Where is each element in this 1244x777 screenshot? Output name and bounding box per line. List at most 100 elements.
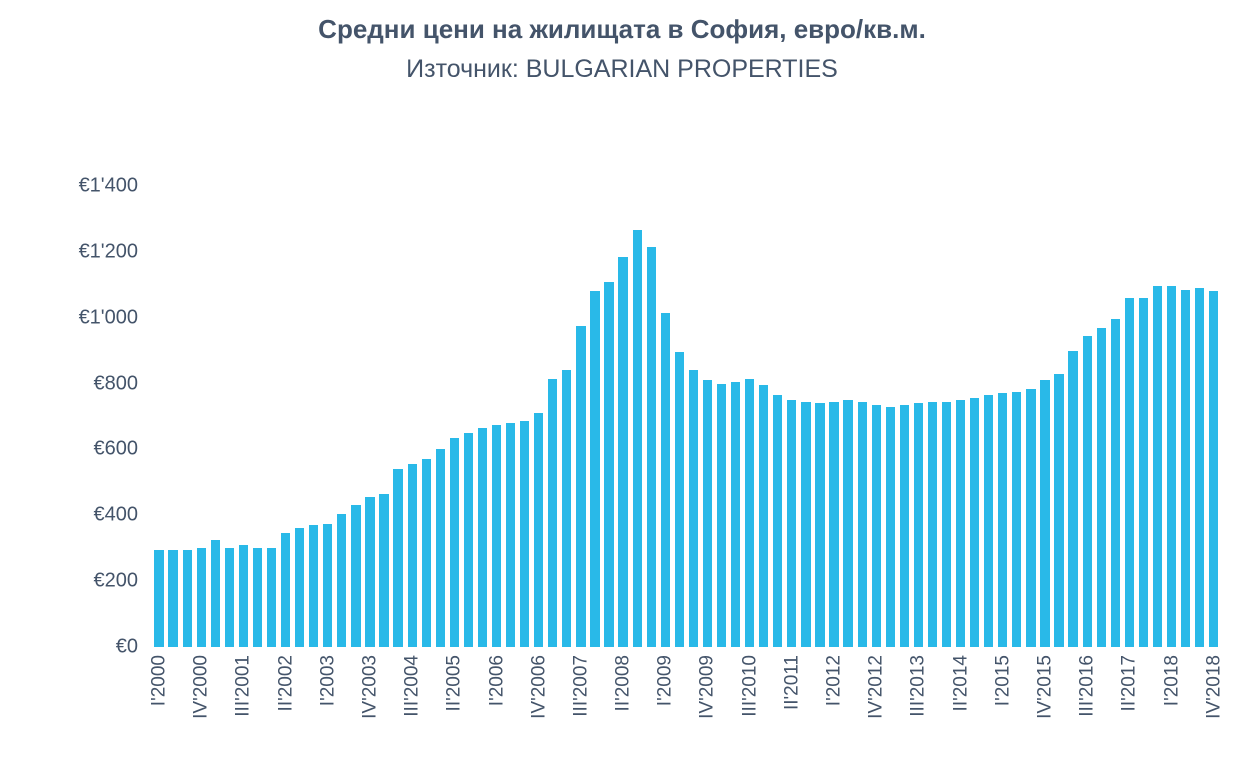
bar-slot (644, 186, 658, 647)
y-tick-label: €1'200 (78, 240, 138, 263)
x-slot (419, 655, 433, 760)
x-slot: III'2007 (570, 655, 591, 760)
y-axis: €0 €200 €400 €600 €800 €1'000 €1'200 €1'400 (40, 175, 152, 658)
bar (1054, 373, 1064, 647)
bar-slot (419, 186, 433, 647)
bar (1082, 335, 1092, 647)
bar-slot (841, 186, 855, 647)
x-slot: III'2013 (908, 655, 929, 760)
x-slot: III'2001 (233, 655, 254, 760)
y-tick-label: €400 (93, 503, 139, 526)
bar-slot (546, 186, 560, 647)
bar (477, 428, 488, 647)
x-slot: IV'2006 (528, 655, 549, 760)
bar-slot (433, 186, 447, 647)
bar-slot (602, 186, 616, 647)
bar-slot (658, 186, 672, 647)
bar (801, 401, 811, 647)
bar-slot (757, 186, 771, 647)
bar-slot (1207, 186, 1221, 647)
bar (182, 549, 192, 647)
x-slot: II'2002 (275, 655, 296, 760)
x-slot: I'2003 (317, 655, 338, 760)
x-slot: I'2012 (824, 655, 845, 760)
bar-slot (925, 186, 939, 647)
bar-slot (588, 186, 602, 647)
bar (773, 395, 783, 647)
x-slot (1010, 655, 1024, 760)
bar (1068, 350, 1078, 647)
x-slot (208, 655, 222, 760)
x-slot (546, 655, 560, 760)
x-slot: IV'2000 (191, 655, 212, 760)
bar-slot (490, 186, 504, 647)
bar (252, 548, 263, 647)
x-slot (841, 655, 855, 760)
bar (787, 400, 797, 647)
x-slot (925, 655, 939, 760)
bar (266, 548, 277, 647)
bar-slot (799, 186, 813, 647)
bar-slot (1010, 186, 1024, 647)
bar-slot (813, 186, 827, 647)
bar-slot (222, 186, 236, 647)
bar (196, 548, 206, 647)
bar (970, 398, 980, 647)
bar (955, 400, 966, 647)
x-slot (250, 655, 264, 760)
bar-slot (672, 186, 686, 647)
bar (365, 497, 375, 647)
bar (463, 432, 474, 647)
x-slot (377, 655, 391, 760)
bar-slot (307, 186, 321, 647)
y-tick-label: €200 (93, 569, 139, 592)
y-tick-label: €800 (93, 372, 139, 395)
x-slot (588, 655, 602, 760)
x-slot (757, 655, 771, 760)
bar (449, 437, 459, 647)
y-tick-label: €1'000 (78, 306, 138, 329)
bar-slot (250, 186, 264, 647)
bar (238, 544, 249, 647)
bar-slot (532, 186, 546, 647)
x-slot: II'2014 (950, 655, 971, 760)
bar (520, 421, 530, 647)
bar (421, 459, 431, 647)
bar (505, 423, 516, 647)
bar-slot (1024, 186, 1038, 647)
bar-slot (771, 186, 785, 647)
x-slot: IV'2012 (866, 655, 887, 760)
bar-slot (715, 186, 729, 647)
bar-slot (785, 186, 799, 647)
bar-slot (475, 186, 489, 647)
x-slot (1052, 655, 1066, 760)
y-tick-label: €600 (93, 437, 139, 460)
bar-slot (1080, 186, 1094, 647)
x-slot (335, 655, 349, 760)
bar (716, 383, 727, 647)
bar-slot (321, 186, 335, 647)
bar-slot (855, 186, 869, 647)
bar (1110, 319, 1120, 647)
bar-slot (447, 186, 461, 647)
bar-slot (996, 186, 1010, 647)
bar (660, 312, 670, 647)
x-slot: III'2010 (739, 655, 760, 760)
x-slot: IV'2018 (1203, 655, 1224, 760)
bar-slot (1094, 186, 1108, 647)
bars (152, 186, 1221, 647)
bar-slot (686, 186, 700, 647)
bar (1040, 380, 1050, 647)
x-slot (883, 655, 897, 760)
bar-slot (377, 186, 391, 647)
x-slot (672, 655, 686, 760)
bar-slot (827, 186, 841, 647)
bar (730, 381, 741, 647)
bar (871, 404, 881, 647)
bar-slot (897, 186, 911, 647)
bar-slot (461, 186, 475, 647)
bar (491, 424, 502, 647)
x-slot (968, 655, 982, 760)
bar (323, 523, 333, 647)
y-tick-label: €0 (115, 635, 138, 658)
